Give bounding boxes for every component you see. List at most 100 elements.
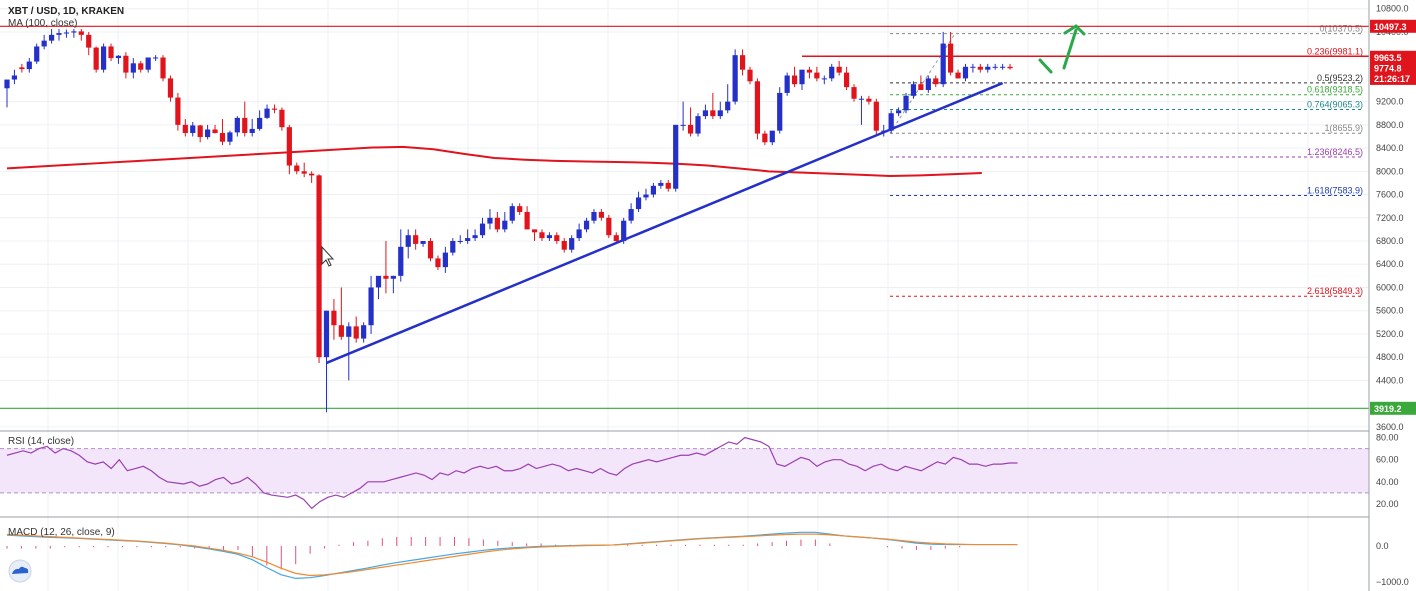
candle-body[interactable] xyxy=(182,124,188,133)
candles[interactable] xyxy=(4,29,1013,413)
candle-body[interactable] xyxy=(309,173,315,176)
candle-body[interactable] xyxy=(331,310,337,326)
candle-body[interactable] xyxy=(554,235,560,242)
candle-body[interactable] xyxy=(643,194,649,198)
candle-body[interactable] xyxy=(323,310,330,358)
candle-body[interactable] xyxy=(405,235,411,247)
candle-body[interactable] xyxy=(687,124,694,134)
candle-body[interactable] xyxy=(896,110,902,114)
candle-body[interactable] xyxy=(465,238,471,242)
candle-body[interactable] xyxy=(673,124,679,189)
candle-body[interactable] xyxy=(442,252,448,268)
candle-body[interactable] xyxy=(635,197,642,210)
candle-body[interactable] xyxy=(115,55,122,59)
candle-body[interactable] xyxy=(71,31,77,33)
candle-body[interactable] xyxy=(754,81,761,134)
candle-body[interactable] xyxy=(234,117,240,133)
candle-body[interactable] xyxy=(747,69,753,82)
candle-body[interactable] xyxy=(851,87,857,99)
candle-body[interactable] xyxy=(167,78,174,98)
candle-body[interactable] xyxy=(806,69,813,73)
candle-body[interactable] xyxy=(569,238,575,250)
candle-body[interactable] xyxy=(836,66,842,73)
candle-body[interactable] xyxy=(658,182,664,186)
candle-body[interactable] xyxy=(435,258,441,268)
candle-body[interactable] xyxy=(621,220,627,242)
candle-body[interactable] xyxy=(725,101,731,111)
pane-separators[interactable] xyxy=(0,0,1370,591)
trendline-support[interactable] xyxy=(326,81,1004,365)
candle-body[interactable] xyxy=(264,108,270,118)
candle-body[interactable] xyxy=(242,117,248,133)
candle-body[interactable] xyxy=(502,220,508,230)
candle-body[interactable] xyxy=(93,47,99,70)
candle-body[interactable] xyxy=(799,69,805,85)
candle-body[interactable] xyxy=(153,57,159,59)
candle-body[interactable] xyxy=(546,235,552,239)
candle-body[interactable] xyxy=(197,125,203,138)
candle-body[interactable] xyxy=(843,72,850,88)
candle-body[interactable] xyxy=(598,211,604,218)
candle-body[interactable] xyxy=(457,241,463,243)
candle-body[interactable] xyxy=(650,185,657,195)
candle-body[interactable] xyxy=(19,67,25,70)
candle-body[interactable] xyxy=(138,63,144,70)
candle-body[interactable] xyxy=(910,84,917,96)
candle-body[interactable] xyxy=(390,275,396,279)
candle-body[interactable] xyxy=(509,206,515,221)
candle-body[interactable] xyxy=(762,133,768,143)
candle-body[interactable] xyxy=(873,101,879,131)
candle-body[interactable] xyxy=(695,116,701,134)
candle-body[interactable] xyxy=(145,57,151,70)
candle-body[interactable] xyxy=(829,66,835,79)
candle-body[interactable] xyxy=(539,232,545,239)
candle-body[interactable] xyxy=(86,34,92,48)
candle-body[interactable] xyxy=(955,72,961,79)
candle-body[interactable] xyxy=(271,108,278,110)
candle-body[interactable] xyxy=(531,229,538,233)
candle-body[interactable] xyxy=(710,110,716,117)
candle-body[interactable] xyxy=(41,40,47,47)
candle-body[interactable] xyxy=(427,241,434,259)
candle-body[interactable] xyxy=(583,220,590,230)
candle-body[interactable] xyxy=(100,46,107,70)
candle-body[interactable] xyxy=(702,110,709,117)
candle-body[interactable] xyxy=(338,325,344,337)
candle-body[interactable] xyxy=(948,43,954,73)
candle-body[interactable] xyxy=(524,211,530,230)
candle-body[interactable] xyxy=(375,275,382,288)
candle-body[interactable] xyxy=(361,325,367,339)
candle-body[interactable] xyxy=(487,217,493,224)
candle-body[interactable] xyxy=(680,124,686,126)
candle-body[interactable] xyxy=(353,326,359,339)
candle-body[interactable] xyxy=(977,66,983,70)
candle-body[interactable] xyxy=(777,92,783,131)
candle-body[interactable] xyxy=(985,66,991,70)
candle-body[interactable] xyxy=(286,127,292,166)
candle-body[interactable] xyxy=(11,75,18,80)
candle-body[interactable] xyxy=(26,61,32,70)
candle-body[interactable] xyxy=(249,128,255,133)
candle-body[interactable] xyxy=(628,209,634,221)
candle-body[interactable] xyxy=(383,275,389,279)
candle-body[interactable] xyxy=(472,235,478,239)
candle-body[interactable] xyxy=(821,78,827,80)
candle-body[interactable] xyxy=(205,129,211,138)
candle-body[interactable] xyxy=(739,55,746,70)
candle-body[interactable] xyxy=(227,132,233,142)
candle-body[interactable] xyxy=(933,78,939,85)
candle-body[interactable] xyxy=(1000,66,1006,68)
candle-body[interactable] xyxy=(517,206,523,212)
candle-body[interactable] xyxy=(606,217,612,236)
candle-body[interactable] xyxy=(219,132,226,142)
candle-body[interactable] xyxy=(4,79,10,89)
candle-body[interactable] xyxy=(346,326,352,337)
candle-body[interactable] xyxy=(561,241,567,250)
candle-body[interactable] xyxy=(784,75,790,93)
candle-body[interactable] xyxy=(212,129,218,133)
candle-body[interactable] xyxy=(962,66,969,79)
candle-body[interactable] xyxy=(866,98,872,102)
candle-body[interactable] xyxy=(316,175,322,358)
candle-body[interactable] xyxy=(56,33,62,35)
